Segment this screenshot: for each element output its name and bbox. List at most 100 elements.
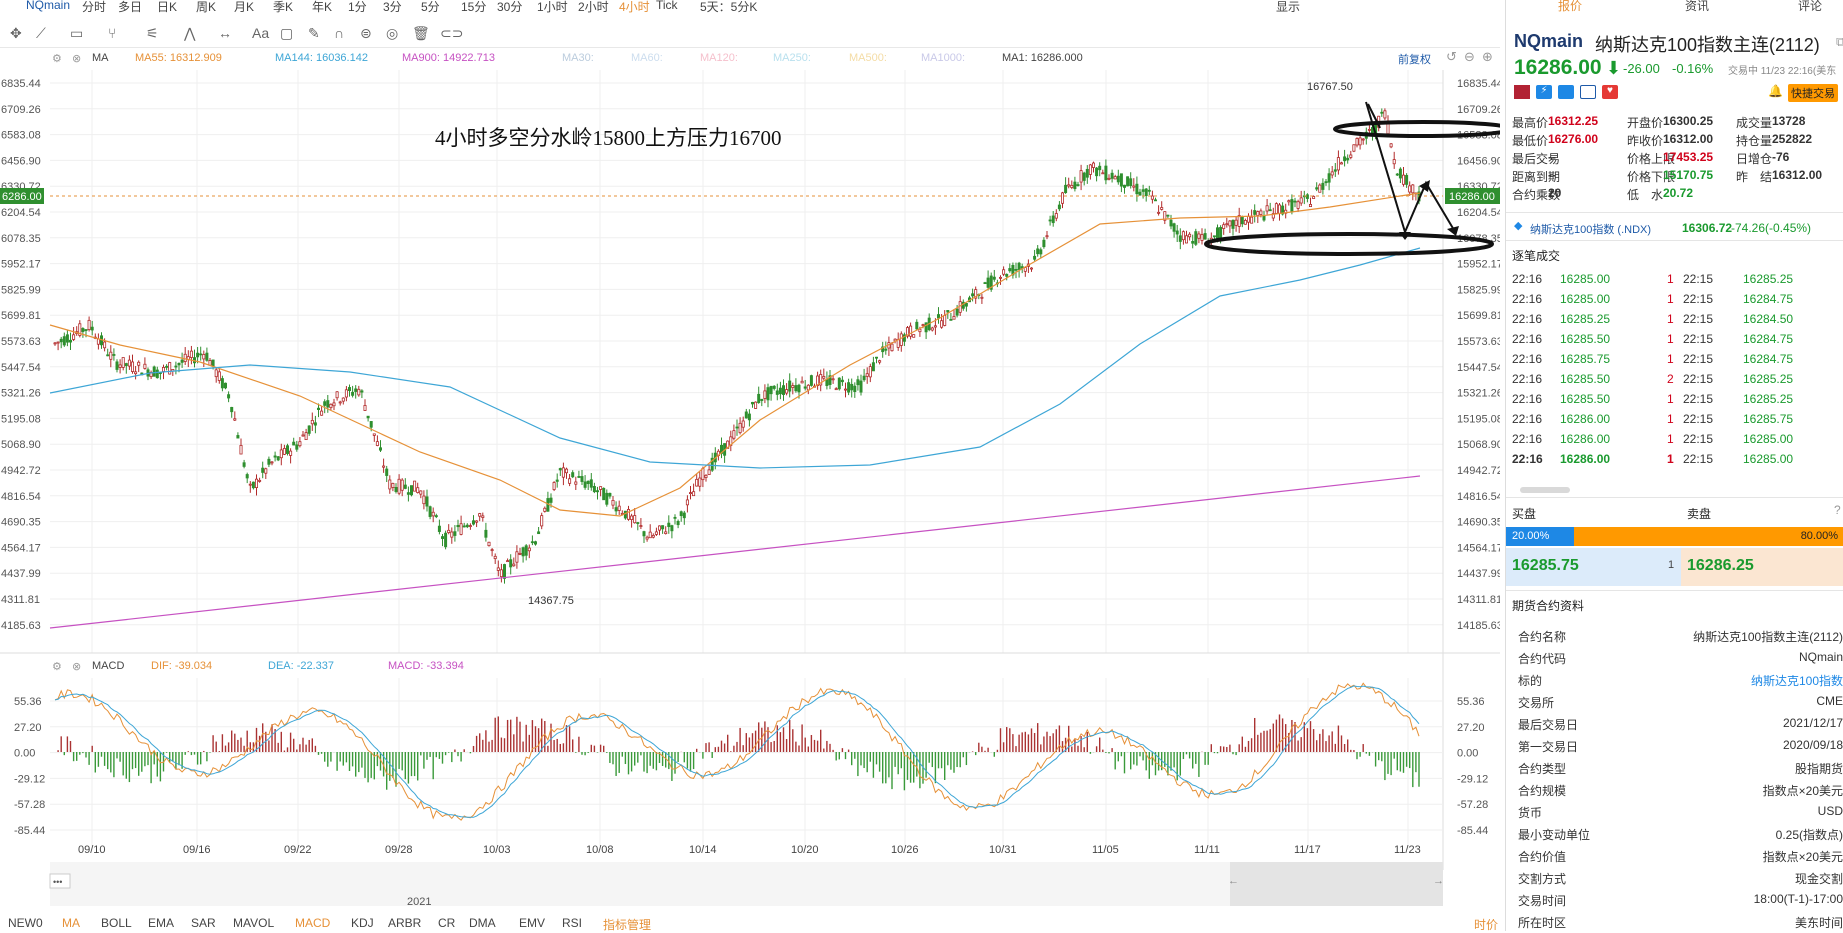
time-price-tab[interactable]: 时价	[1474, 918, 1499, 932]
candle-body	[732, 430, 736, 439]
display-menu[interactable]: 显示	[1276, 0, 1301, 14]
undo-icon[interactable]: ↺	[1446, 49, 1457, 64]
timeframe-5[interactable]: 月K	[234, 0, 255, 14]
macd-tick-right: -85.44	[1457, 825, 1488, 837]
indicator-tab-13[interactable]: 指标管理	[603, 918, 652, 932]
candle-body	[245, 474, 249, 479]
fork-tool-icon[interactable]: ⑂	[108, 25, 117, 41]
price-tick-left: 4185.63	[1, 620, 41, 632]
candle-body	[1318, 184, 1322, 193]
candle-body	[351, 391, 355, 396]
indicator-tab-0[interactable]: NEW0	[8, 916, 43, 930]
candle-body	[654, 531, 658, 535]
candle-body	[583, 481, 587, 488]
timeframe-0[interactable]: NQmain	[26, 0, 71, 12]
timeframe-12[interactable]: 30分	[497, 0, 523, 14]
indicator-tab-7[interactable]: KDJ	[351, 916, 374, 930]
contract-label-3: 交易所	[1518, 696, 1555, 710]
indicator-tab-5[interactable]: MAVOL	[233, 916, 275, 930]
favorite-icon[interactable]: ♥	[1602, 85, 1618, 99]
copy-icon[interactable]: ⧉	[1836, 34, 1843, 49]
candle-body	[645, 536, 649, 540]
quote-tab-1[interactable]: 资讯	[1685, 0, 1710, 13]
magnet-icon[interactable]: ∩	[334, 25, 345, 41]
current-price-tag-right	[1445, 188, 1500, 204]
settings-icon[interactable]: ⚙	[52, 53, 62, 65]
timeframe-3[interactable]: 日K	[157, 0, 178, 14]
timeframe-16[interactable]: Tick	[656, 0, 678, 12]
pen-tool-icon[interactable]: ✎	[308, 25, 320, 41]
candle-body	[1126, 176, 1130, 187]
timeframe-2[interactable]: 多日	[118, 0, 143, 14]
indicator-tab-10[interactable]: DMA	[469, 916, 496, 930]
crosshair-icon[interactable]: ✥	[10, 25, 22, 41]
contract-value-2[interactable]: 纳斯达克100指数	[1750, 674, 1843, 688]
candle-body	[69, 339, 73, 343]
timeframe-10[interactable]: 5分	[421, 0, 440, 14]
candle-body	[338, 401, 342, 404]
quote-tab-2[interactable]: 评论	[1798, 0, 1823, 13]
indicator-tab-2[interactable]: BOLL	[101, 916, 132, 930]
timeframe-4[interactable]: 周K	[196, 0, 217, 14]
zoom-out-icon[interactable]: ⊖	[1464, 49, 1475, 64]
zoom-in-icon[interactable]: ⊕	[1482, 49, 1493, 64]
doc-icon[interactable]	[1580, 85, 1596, 99]
alert-icon[interactable]: ⚡	[1536, 85, 1552, 99]
text-tool-icon[interactable]: Aa	[252, 25, 270, 41]
pattern-tool-icon[interactable]: ⋀	[184, 25, 196, 41]
eye-icon[interactable]: ◎	[386, 25, 399, 41]
candle-body	[400, 479, 404, 491]
arrow-tool-icon[interactable]: ↔	[218, 25, 232, 41]
candle-body	[1222, 224, 1226, 229]
candle-body	[1067, 184, 1071, 187]
indicator-tab-8[interactable]: ARBR	[388, 916, 422, 930]
candle-body	[992, 276, 996, 280]
candle-body	[1147, 189, 1151, 192]
bell-icon[interactable]: 🔔	[1768, 84, 1783, 98]
price-tick-left: 5447.54	[1, 362, 41, 374]
quote-tab-0[interactable]: 报价	[1558, 0, 1583, 13]
macd-close-icon[interactable]: ⊗	[72, 661, 82, 673]
current-price-tag-right-text: 16286.00	[1449, 191, 1495, 203]
indicator-tab-9[interactable]: CR	[438, 916, 456, 930]
indicator-tab-11[interactable]: EMV	[519, 916, 546, 930]
prev-restore-button[interactable]: 前复权	[1398, 54, 1431, 66]
candle-body	[180, 359, 184, 363]
lock-icon[interactable]: ⊜	[360, 25, 372, 41]
timeframe-7[interactable]: 年K	[312, 0, 333, 14]
line-tool-icon[interactable]: ⟋	[36, 25, 46, 41]
ask-box: 16286.25	[1681, 548, 1843, 586]
timeframe-14[interactable]: 2小时	[578, 0, 609, 14]
chart-icon[interactable]	[1558, 85, 1574, 99]
timeframe-17[interactable]: 5天：5分K	[700, 0, 758, 14]
timeframe-13[interactable]: 1小时	[537, 0, 568, 14]
candle-body	[227, 394, 231, 399]
indicator-tab-6[interactable]: MACD	[295, 916, 331, 930]
timeframe-8[interactable]: 1分	[348, 0, 367, 14]
timeframe-6[interactable]: 季K	[273, 0, 294, 14]
help-icon[interactable]: ?	[1834, 503, 1841, 517]
timeframe-9[interactable]: 3分	[383, 0, 402, 14]
rectangle-tool-icon[interactable]: ▭	[70, 25, 84, 41]
candle-body	[341, 397, 345, 402]
candle-body	[1057, 204, 1061, 210]
comment-tool-icon[interactable]: ▢	[280, 25, 294, 41]
indicator-tab-12[interactable]: RSI	[562, 916, 583, 930]
timeframe-1[interactable]: 分时	[82, 0, 107, 14]
fast-trade-button[interactable]: 快捷交易	[1788, 84, 1838, 102]
measure-tool-icon[interactable]: ⚟	[146, 25, 159, 41]
timeframe-15[interactable]: 4小时	[619, 0, 650, 14]
navigator-left-icon: ←	[1228, 875, 1239, 887]
indicator-tab-1[interactable]: MA	[62, 916, 80, 930]
link-icon[interactable]: ⊂⊃	[440, 25, 464, 41]
macd-settings-icon[interactable]: ⚙	[52, 661, 62, 673]
delete-icon[interactable]: 🗑	[412, 25, 430, 41]
index-name[interactable]: 纳斯达克100指数 (.NDX)	[1530, 224, 1652, 236]
indicator-tab-4[interactable]: SAR	[191, 916, 216, 930]
price-chart[interactable]: 16835.4416709.2616583.0816456.9016330.72…	[0, 0, 1500, 931]
close-icon[interactable]: ⊗	[72, 53, 82, 65]
indicator-tab-3[interactable]: EMA	[148, 916, 175, 930]
candle-body	[1014, 268, 1018, 271]
trades-scrollbar[interactable]	[1520, 487, 1570, 493]
timeframe-11[interactable]: 15分	[461, 0, 487, 14]
